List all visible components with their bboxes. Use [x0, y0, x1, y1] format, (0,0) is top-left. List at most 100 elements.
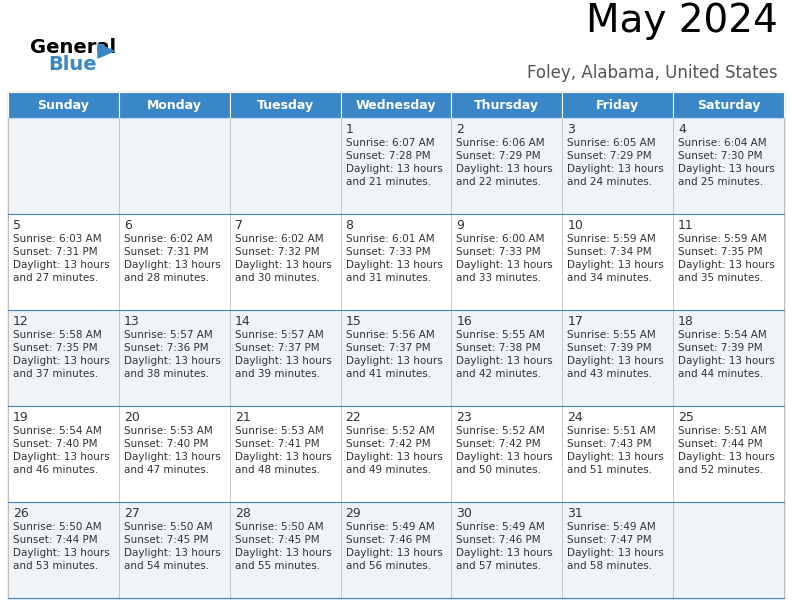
Bar	[8, 214, 119, 310]
Text: 22: 22	[345, 411, 361, 424]
Bar	[562, 502, 673, 598]
Bar	[451, 406, 562, 502]
Text: Daylight: 13 hours: Daylight: 13 hours	[345, 356, 442, 366]
Text: Sunset: 7:29 PM: Sunset: 7:29 PM	[456, 151, 541, 161]
Text: and 44 minutes.: and 44 minutes.	[678, 369, 763, 379]
Text: Sunrise: 5:58 AM: Sunrise: 5:58 AM	[13, 330, 101, 340]
Text: Daylight: 13 hours: Daylight: 13 hours	[456, 356, 553, 366]
Bar	[451, 214, 562, 310]
Text: and 39 minutes.: and 39 minutes.	[234, 369, 320, 379]
Text: 8: 8	[345, 219, 353, 232]
Bar	[119, 406, 230, 502]
Text: 13: 13	[124, 315, 139, 328]
Text: Sunrise: 6:02 AM: Sunrise: 6:02 AM	[124, 234, 212, 244]
Text: Daylight: 13 hours: Daylight: 13 hours	[678, 452, 775, 462]
Text: and 47 minutes.: and 47 minutes.	[124, 465, 209, 475]
Text: and 43 minutes.: and 43 minutes.	[567, 369, 653, 379]
Text: Foley, Alabama, United States: Foley, Alabama, United States	[527, 64, 778, 82]
Text: 1: 1	[345, 123, 353, 136]
Text: Sunrise: 5:54 AM: Sunrise: 5:54 AM	[678, 330, 767, 340]
Text: and 52 minutes.: and 52 minutes.	[678, 465, 763, 475]
Text: Sunset: 7:46 PM: Sunset: 7:46 PM	[456, 535, 541, 545]
Text: Daylight: 13 hours: Daylight: 13 hours	[13, 548, 110, 558]
Bar	[562, 310, 673, 406]
Text: Sunrise: 5:50 AM: Sunrise: 5:50 AM	[234, 522, 323, 532]
Text: Sunrise: 5:59 AM: Sunrise: 5:59 AM	[678, 234, 767, 244]
Text: Sunrise: 5:55 AM: Sunrise: 5:55 AM	[567, 330, 656, 340]
Text: and 27 minutes.: and 27 minutes.	[13, 273, 98, 283]
Text: Daylight: 13 hours: Daylight: 13 hours	[345, 452, 442, 462]
Text: Sunrise: 5:49 AM: Sunrise: 5:49 AM	[345, 522, 434, 532]
Bar	[8, 502, 119, 598]
Bar	[673, 406, 784, 502]
Text: 3: 3	[567, 123, 575, 136]
Text: 6: 6	[124, 219, 131, 232]
Text: May 2024: May 2024	[586, 2, 778, 40]
Text: Daylight: 13 hours: Daylight: 13 hours	[124, 452, 221, 462]
Text: Daylight: 13 hours: Daylight: 13 hours	[456, 164, 553, 174]
Text: Daylight: 13 hours: Daylight: 13 hours	[124, 260, 221, 270]
Bar	[230, 214, 341, 310]
Text: Sunrise: 5:57 AM: Sunrise: 5:57 AM	[124, 330, 212, 340]
Text: and 21 minutes.: and 21 minutes.	[345, 177, 431, 187]
Text: 4: 4	[678, 123, 686, 136]
Text: Sunset: 7:38 PM: Sunset: 7:38 PM	[456, 343, 541, 353]
Text: Sunrise: 5:50 AM: Sunrise: 5:50 AM	[13, 522, 101, 532]
Text: Daylight: 13 hours: Daylight: 13 hours	[234, 548, 332, 558]
Text: 7: 7	[234, 219, 242, 232]
Text: and 50 minutes.: and 50 minutes.	[456, 465, 542, 475]
Text: 10: 10	[567, 219, 583, 232]
Text: 12: 12	[13, 315, 29, 328]
Text: Sunset: 7:33 PM: Sunset: 7:33 PM	[456, 247, 541, 257]
Bar	[119, 92, 230, 118]
Text: Saturday: Saturday	[697, 99, 760, 111]
Text: Sunset: 7:40 PM: Sunset: 7:40 PM	[13, 439, 97, 449]
Text: 17: 17	[567, 315, 583, 328]
Text: Sunset: 7:44 PM: Sunset: 7:44 PM	[678, 439, 763, 449]
Text: Sunrise: 5:59 AM: Sunrise: 5:59 AM	[567, 234, 656, 244]
Text: Sunrise: 6:03 AM: Sunrise: 6:03 AM	[13, 234, 101, 244]
Text: and 24 minutes.: and 24 minutes.	[567, 177, 653, 187]
Bar	[119, 214, 230, 310]
Text: and 48 minutes.: and 48 minutes.	[234, 465, 320, 475]
Text: Sunset: 7:43 PM: Sunset: 7:43 PM	[567, 439, 652, 449]
Text: Sunset: 7:46 PM: Sunset: 7:46 PM	[345, 535, 430, 545]
Text: Sunrise: 5:56 AM: Sunrise: 5:56 AM	[345, 330, 434, 340]
Text: 30: 30	[456, 507, 472, 520]
Bar	[562, 92, 673, 118]
Text: Sunrise: 5:57 AM: Sunrise: 5:57 AM	[234, 330, 323, 340]
Text: Sunset: 7:41 PM: Sunset: 7:41 PM	[234, 439, 319, 449]
Text: Sunset: 7:40 PM: Sunset: 7:40 PM	[124, 439, 208, 449]
Text: and 25 minutes.: and 25 minutes.	[678, 177, 763, 187]
Text: and 56 minutes.: and 56 minutes.	[345, 561, 431, 571]
Text: 18: 18	[678, 315, 694, 328]
Bar	[341, 214, 451, 310]
Text: Sunrise: 5:53 AM: Sunrise: 5:53 AM	[234, 426, 323, 436]
Text: and 42 minutes.: and 42 minutes.	[456, 369, 542, 379]
Text: Sunset: 7:42 PM: Sunset: 7:42 PM	[345, 439, 430, 449]
Bar	[451, 310, 562, 406]
Bar	[673, 118, 784, 214]
Text: and 34 minutes.: and 34 minutes.	[567, 273, 653, 283]
Text: and 35 minutes.: and 35 minutes.	[678, 273, 763, 283]
Text: Sunset: 7:35 PM: Sunset: 7:35 PM	[678, 247, 763, 257]
Text: Sunset: 7:42 PM: Sunset: 7:42 PM	[456, 439, 541, 449]
Text: Sunset: 7:47 PM: Sunset: 7:47 PM	[567, 535, 652, 545]
Bar	[341, 406, 451, 502]
Bar	[562, 406, 673, 502]
Text: Sunset: 7:39 PM: Sunset: 7:39 PM	[567, 343, 652, 353]
Text: Daylight: 13 hours: Daylight: 13 hours	[456, 260, 553, 270]
Bar	[673, 310, 784, 406]
Text: Sunrise: 6:02 AM: Sunrise: 6:02 AM	[234, 234, 323, 244]
Text: 25: 25	[678, 411, 694, 424]
Text: 2: 2	[456, 123, 464, 136]
Bar	[119, 310, 230, 406]
Text: Daylight: 13 hours: Daylight: 13 hours	[567, 548, 664, 558]
Bar	[341, 118, 451, 214]
Text: Sunrise: 6:06 AM: Sunrise: 6:06 AM	[456, 138, 545, 148]
Text: Daylight: 13 hours: Daylight: 13 hours	[567, 356, 664, 366]
Text: Sunset: 7:45 PM: Sunset: 7:45 PM	[234, 535, 319, 545]
Text: and 30 minutes.: and 30 minutes.	[234, 273, 320, 283]
Text: and 53 minutes.: and 53 minutes.	[13, 561, 98, 571]
Text: Sunset: 7:39 PM: Sunset: 7:39 PM	[678, 343, 763, 353]
